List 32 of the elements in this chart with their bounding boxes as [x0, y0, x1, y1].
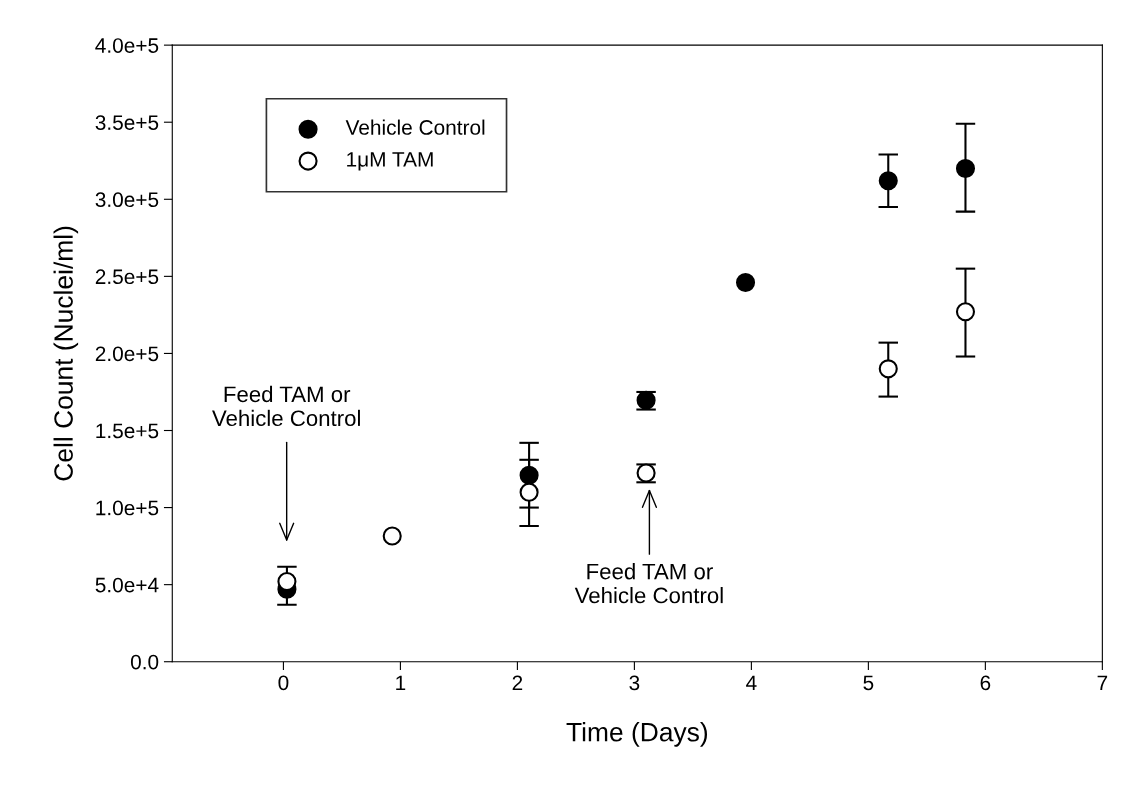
point — [382, 526, 402, 546]
annotation: Feed TAM or Vehicle Control — [574, 563, 723, 604]
y-tick-label: 4.0e+5 — [95, 38, 159, 53]
y-tick-label: 1.5e+5 — [96, 423, 159, 439]
x-axis-title: Time (Days) — [566, 722, 708, 747]
x-tick-label: 0 — [278, 675, 289, 691]
y-tick-label: 5.0e+4 — [95, 577, 159, 593]
y-tick-label: 1.0e+5 — [96, 500, 159, 516]
y-tick-label: 3.5e+5 — [95, 115, 159, 130]
x-tick-label: 7 — [1097, 675, 1108, 691]
point — [955, 158, 976, 178]
x-tick-label: 1 — [396, 675, 406, 691]
point — [878, 359, 898, 379]
x-tick-label: 3 — [629, 675, 640, 691]
x-tick-label: 4 — [746, 675, 757, 691]
x-tick-label: 2 — [512, 675, 523, 691]
point — [519, 465, 539, 485]
y-axis-title: Cell Count (Nuclei/ml) — [53, 226, 79, 481]
x-tick-label: 6 — [980, 675, 991, 691]
x-tick-label: 5 — [863, 675, 874, 691]
y-tick-label: 2.0e+5 — [95, 346, 159, 362]
point — [955, 302, 976, 322]
point — [519, 482, 539, 502]
y-tick-label: 3.0e+5 — [95, 192, 159, 208]
point — [277, 572, 297, 592]
legend-label: 1μM TAM — [347, 152, 433, 171]
y-tick-label: 2.5e+5 — [95, 269, 159, 285]
y-tick-label: 0.0 — [130, 654, 159, 670]
point — [735, 272, 756, 293]
annotation: Feed TAM or Vehicle Control — [212, 385, 360, 427]
point — [878, 171, 898, 191]
legend-label: Vehicle Control — [345, 119, 485, 135]
